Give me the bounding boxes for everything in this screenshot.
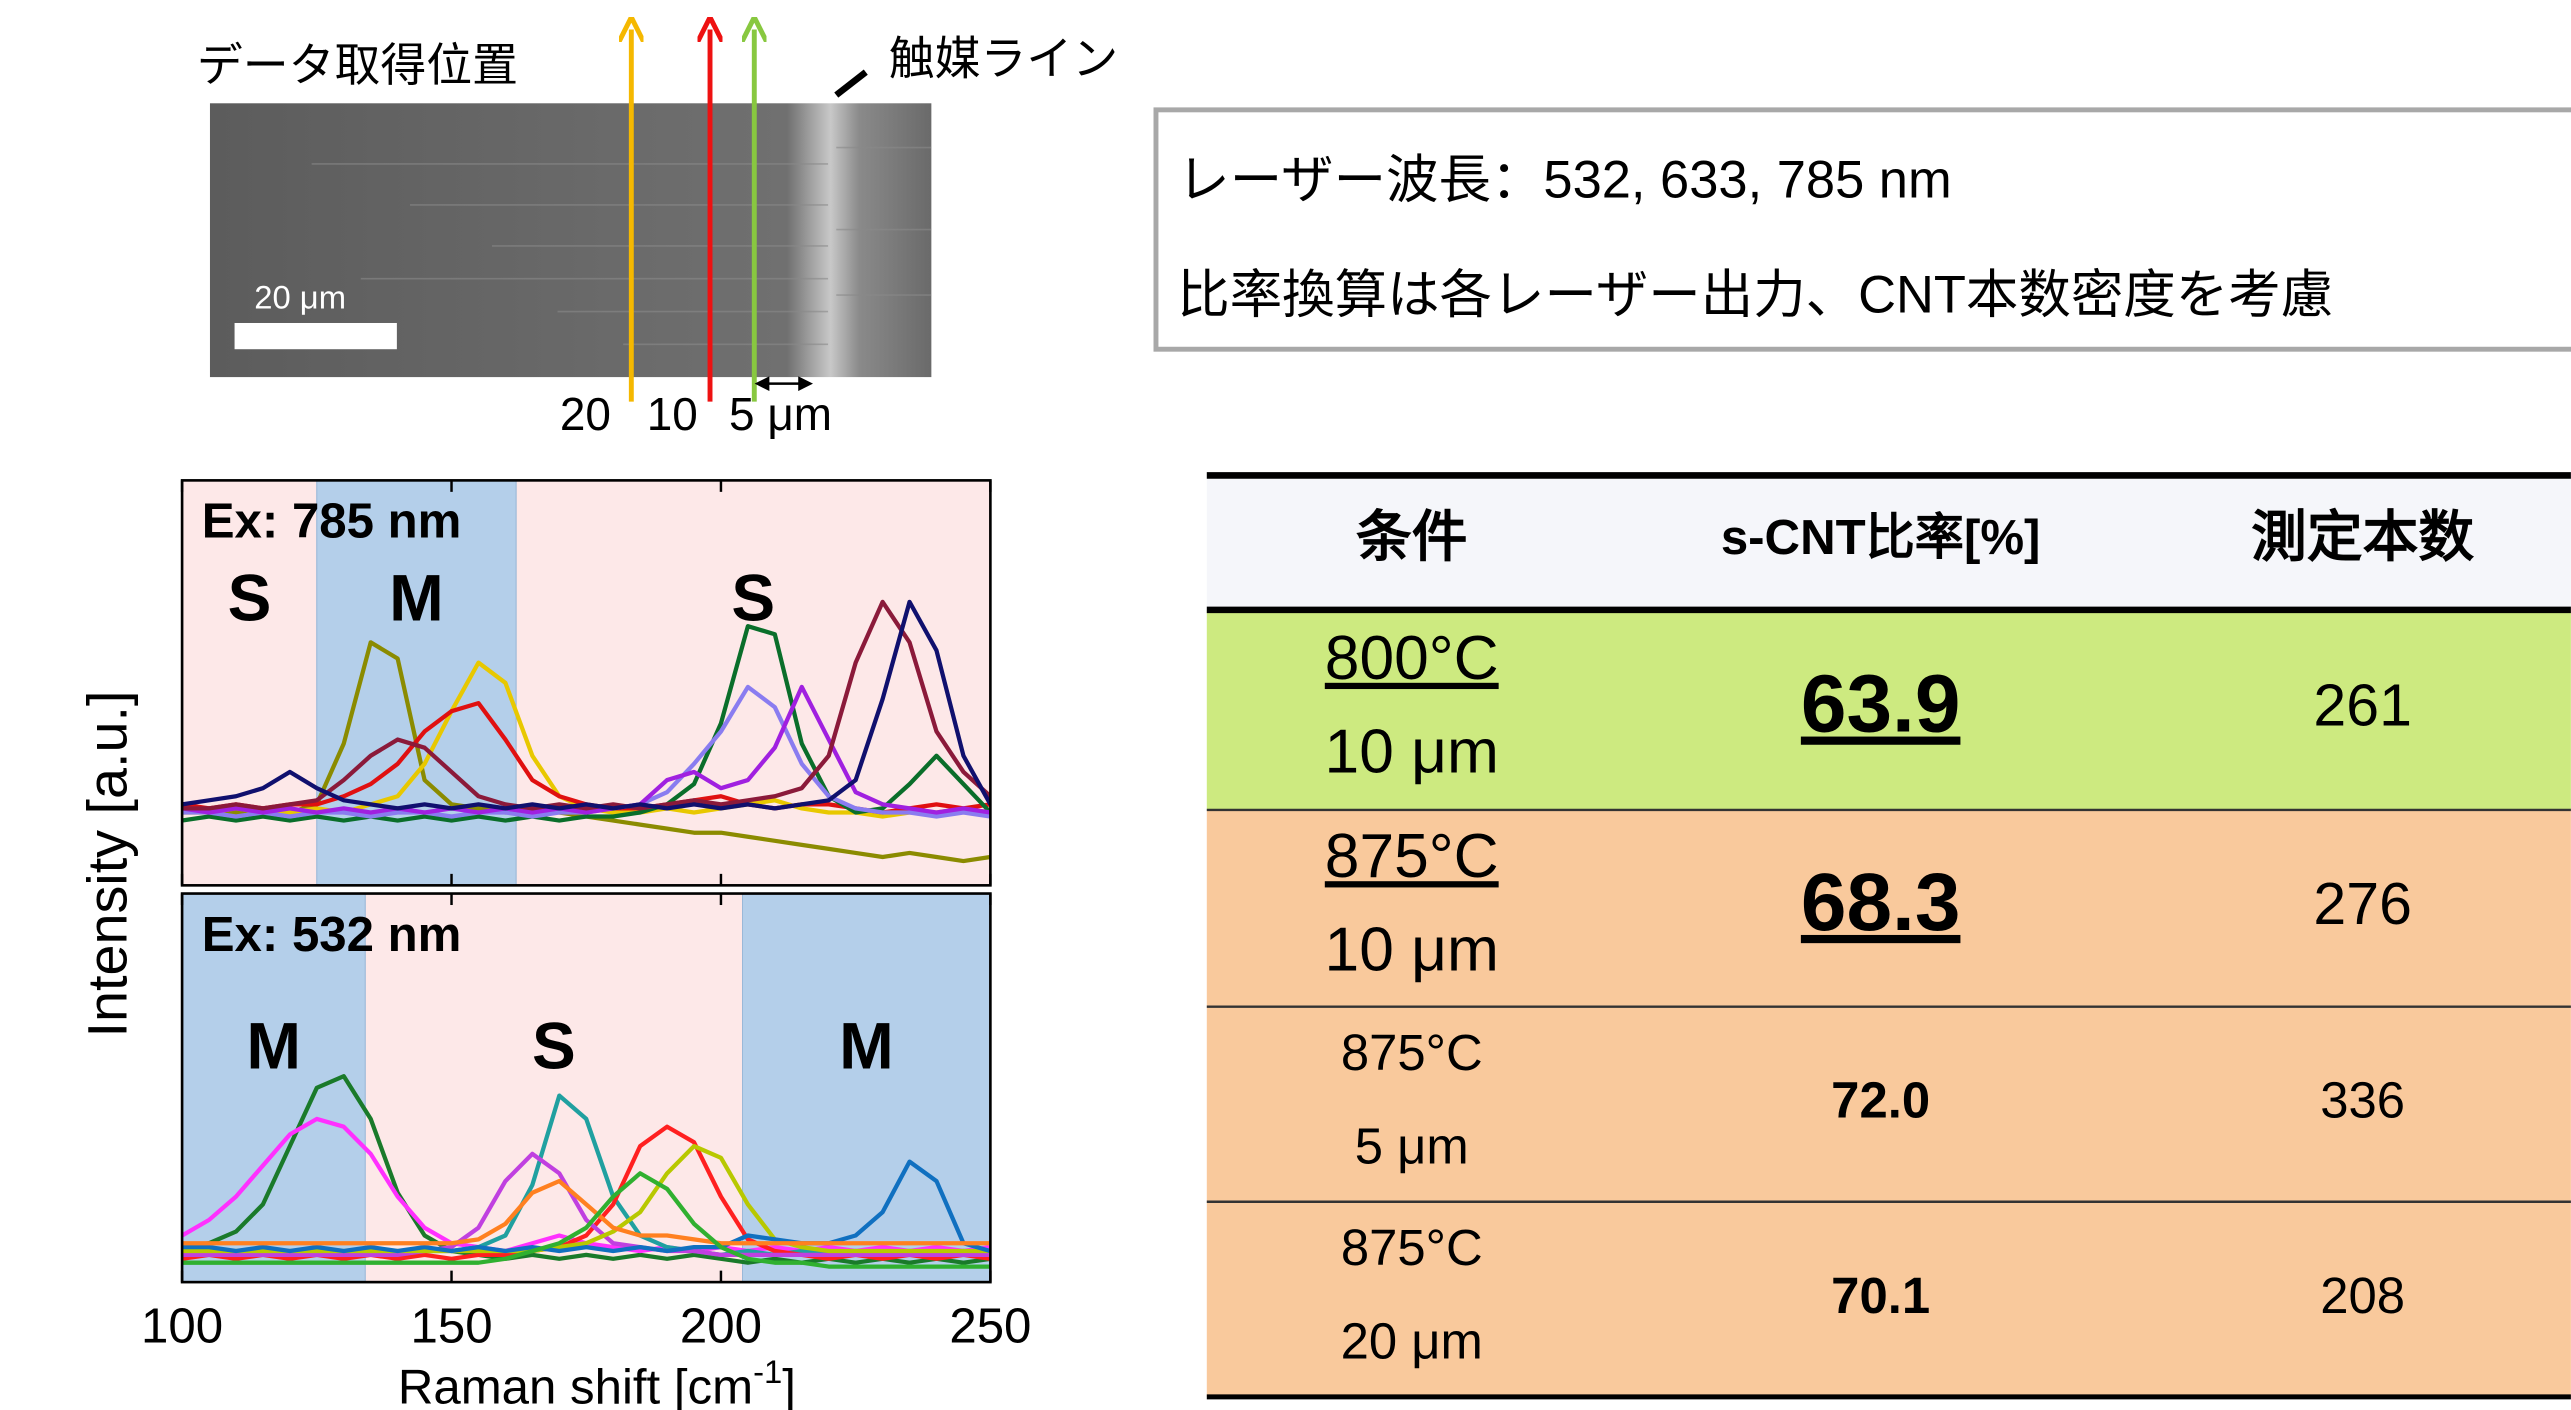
scale-bar: [235, 323, 397, 349]
condition-cell: 800°C: [1325, 624, 1499, 693]
scale-bar-label: 20 μm: [254, 279, 346, 316]
x-label-sup: -1: [753, 1353, 782, 1390]
ratio-cell: 63.9: [1801, 659, 1961, 750]
catalyst-label: 触媒ライン: [889, 32, 1118, 84]
spectra: S M S Ex: 785 nm M S M 100 150 200 250 Ex: 532 nm: [141, 480, 1031, 1353]
header-cell: 条件: [1356, 506, 1467, 568]
result-table: 条件 s-CNT比率[%] 測定本数 800°C 10 μm 63.9 261 875°C 10…: [1207, 475, 2571, 1396]
region-label: M: [839, 1009, 894, 1082]
box-line: レーザー波長：532, 633, 785 nm: [1177, 151, 1951, 209]
count-cell: 276: [2313, 871, 2411, 937]
box-line: 比率換算は各レーザー出力、CNT本数密度を考慮: [1177, 266, 2333, 324]
count-cell: 208: [2320, 1267, 2405, 1324]
laser-box: レーザー波長：532, 633, 785 nm 比率換算は各レーザー出力、CNT…: [1156, 110, 2571, 349]
condition-cell: 10 μm: [1325, 916, 1499, 985]
condition-cell: 875°C: [1325, 822, 1499, 891]
region-label: S: [532, 1009, 576, 1082]
header-cell: s-CNT比率[%]: [1721, 510, 2041, 565]
ratio-cell: 70.1: [1831, 1267, 1930, 1324]
x-label-part: ]: [782, 1359, 796, 1410]
condition-cell: 10 μm: [1325, 717, 1499, 786]
x-tick-label: 250: [949, 1299, 1031, 1354]
condition-cell: 875°C: [1341, 1219, 1483, 1276]
sem-label: データ取得位置: [197, 39, 518, 91]
sem-image: 20 μm データ取得位置 触媒ライン 20 10 5 μm: [197, 30, 1118, 441]
header-cell: 測定本数: [2251, 506, 2474, 568]
distance-label: 20: [560, 388, 611, 440]
region: [516, 480, 990, 885]
ratio-cell: 72.0: [1831, 1072, 1930, 1129]
condition-cell: 875°C: [1341, 1024, 1483, 1081]
x-tick-label: 100: [141, 1299, 223, 1354]
region-label: S: [228, 562, 272, 635]
condition-cell: 20 μm: [1341, 1313, 1483, 1370]
panel-label: Ex: 532 nm: [202, 907, 462, 962]
region-label: M: [389, 562, 444, 635]
condition-cell: 5 μm: [1355, 1118, 1469, 1175]
catalyst-pointer: [836, 72, 866, 95]
x-label-part: Raman shift [cm: [398, 1359, 753, 1410]
y-axis-label: Intensity [a.u.]: [76, 691, 138, 1038]
slide: 20 μm データ取得位置 触媒ライン 20 10 5 μm レーザー波長：53…: [0, 0, 2571, 1410]
ratio-cell: 68.3: [1801, 857, 1961, 948]
region-label: M: [246, 1009, 301, 1082]
distance-label: 10: [647, 388, 698, 440]
count-cell: 336: [2320, 1072, 2405, 1129]
x-axis-label: Raman shift [cm-1]: [398, 1353, 796, 1410]
distance-label: 5 μm: [729, 388, 832, 440]
x-tick-label: 200: [680, 1299, 762, 1354]
count-cell: 261: [2313, 673, 2411, 739]
region-label: S: [731, 562, 775, 635]
x-tick-label: 150: [410, 1299, 492, 1354]
panel-label: Ex: 785 nm: [202, 494, 462, 549]
